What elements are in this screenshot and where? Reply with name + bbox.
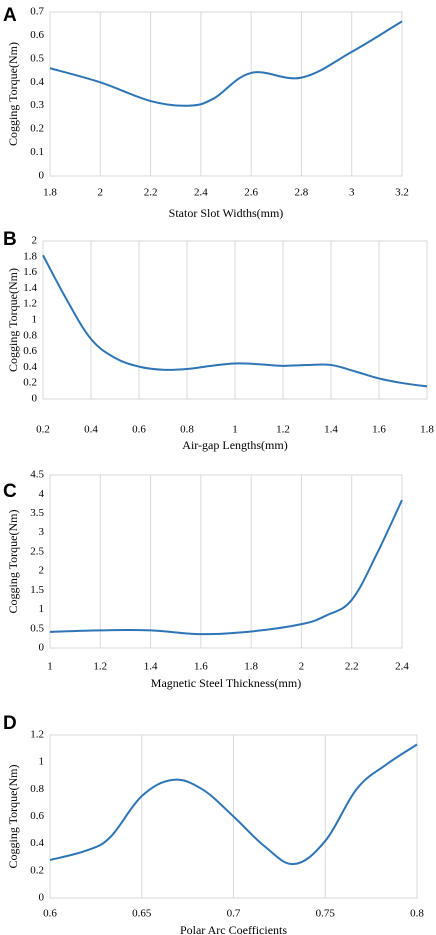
x-tick-label: 1.8 — [420, 424, 434, 436]
y-tick-label: 0.4 — [23, 361, 37, 373]
x-tick-label: 1.8 — [244, 661, 258, 673]
y-tick-label: 1.4 — [23, 282, 37, 294]
y-tick-label: 4 — [39, 488, 45, 500]
y-tick-label: 0.2 — [30, 864, 44, 876]
y-tick-label: 0.6 — [23, 345, 37, 357]
series-line — [49, 20, 403, 107]
panel-letter: B — [3, 229, 17, 250]
x-tick-label: 2 — [98, 187, 104, 199]
y-tick-label: 0.5 — [30, 622, 44, 634]
panel-letter: C — [3, 481, 17, 502]
x-tick-label: 1 — [47, 661, 53, 673]
x-tick-label: 0.4 — [84, 424, 98, 436]
y-tick-label: 1.2 — [23, 298, 37, 310]
x-tick-label: 0.8 — [180, 424, 194, 436]
x-tick-label: 0.6 — [43, 908, 57, 920]
y-tick-label: 2 — [32, 235, 38, 247]
y-tick-label: 2 — [39, 565, 45, 577]
chart-panel-b: B 0 0.2 0.4 0.6 0.8 1 1.2 1.4 1.6 1.8 2 0.2 0.4 0.6 0.8… — [3, 229, 434, 452]
x-tick-label: 2.2 — [144, 187, 158, 199]
x-tick-label: 1.2 — [276, 424, 290, 436]
y-tick-label: 3.5 — [30, 507, 44, 519]
x-tick-label: 2.8 — [295, 187, 309, 199]
x-axis-title: Air-gap Lengths(mm) — [182, 438, 287, 452]
chart-panel-d: D 0 0.2 0.4 0.6 0.8 1 1.2 0.6 0.65 0.7 0.75 0.8 Polar… — [3, 713, 424, 935]
x-axis-title: Polar Arc Coefficients — [180, 923, 287, 935]
y-tick-label: 0 — [39, 892, 45, 904]
x-tick-label: 0.65 — [132, 908, 152, 920]
y-tick-label: 0.5 — [30, 52, 44, 64]
y-axis-title: Cogging Torque(Nm) — [6, 510, 20, 614]
x-tick-label: 2.4 — [194, 187, 208, 199]
y-tick-label: 1 — [32, 314, 38, 326]
x-tick-label: 2.2 — [345, 661, 359, 673]
series-line — [49, 743, 418, 866]
panel-letter: D — [3, 713, 17, 734]
series-line — [42, 254, 428, 388]
x-tick-label: 0.2 — [36, 424, 50, 436]
y-axis-title: Cogging Torque(Nm) — [6, 42, 20, 146]
x-tick-label: 3 — [349, 187, 355, 199]
chart-panel-a: A 0 0.1 0.2 0.3 0.4 0.5 0.6 0.7 1.8 2 2.2 2.4 2.6 2.8 3… — [3, 5, 409, 220]
y-tick-label: 0.3 — [30, 99, 44, 111]
y-tick-label: 0.6 — [30, 810, 44, 822]
y-tick-label: 0.8 — [23, 329, 37, 341]
panel-letter: A — [3, 5, 17, 26]
y-tick-label: 4.5 — [30, 469, 44, 481]
x-axis-title: Magnetic Steel Thickness(mm) — [151, 676, 301, 690]
chart-panel-c: C 0 0.5 1 1.5 2 2.5 3 3.5 4 4.5 1 1.2 1.4 1.6 1.8 2 2.2 2.… — [3, 469, 409, 690]
plot-frame — [42, 240, 428, 400]
y-tick-label: 0.6 — [30, 29, 44, 41]
y-axis-title: Cogging Torque(Nm) — [6, 765, 20, 869]
y-tick-label: 2.5 — [30, 545, 44, 557]
y-tick-label: 0.4 — [30, 837, 44, 849]
x-tick-label: 2.6 — [244, 187, 258, 199]
x-tick-label: 0.6 — [132, 424, 146, 436]
y-tick-label: 0 — [32, 393, 38, 405]
x-tick-label: 1.2 — [93, 661, 107, 673]
x-tick-label: 0.8 — [410, 908, 424, 920]
plot-frame — [49, 474, 403, 649]
x-tick-label: 1.6 — [194, 661, 208, 673]
y-tick-label: 1.6 — [23, 266, 37, 278]
plot-frame — [49, 11, 403, 177]
y-tick-label: 1 — [39, 603, 45, 615]
y-tick-label: 1.2 — [30, 729, 44, 741]
y-tick-label: 1.5 — [30, 584, 44, 596]
x-tick-label: 0.7 — [227, 908, 241, 920]
y-tick-label: 0.2 — [30, 123, 44, 135]
x-tick-label: 3.2 — [395, 187, 409, 199]
x-axis-title: Stator Slot Widths(mm) — [169, 206, 284, 220]
x-tick-label: 2.4 — [395, 661, 409, 673]
plot-frame — [49, 734, 418, 899]
y-tick-label: 0.8 — [30, 783, 44, 795]
y-tick-label: 0.4 — [30, 76, 44, 88]
y-tick-label: 0 — [39, 170, 45, 182]
y-tick-label: 1.8 — [23, 250, 37, 262]
series-line — [49, 499, 403, 636]
y-tick-label: 0 — [39, 642, 45, 654]
x-tick-label: 1.4 — [144, 661, 158, 673]
y-axis-title: Cogging Torque(Nm) — [6, 268, 20, 372]
x-tick-label: 1 — [232, 424, 238, 436]
y-tick-label: 3 — [39, 526, 45, 538]
x-tick-label: 0.75 — [316, 908, 336, 920]
x-tick-label: 1.6 — [372, 424, 386, 436]
x-tick-label: 2 — [299, 661, 305, 673]
y-tick-label: 0.7 — [30, 6, 44, 18]
y-tick-label: 1 — [39, 756, 45, 768]
x-tick-label: 1.4 — [324, 424, 338, 436]
y-tick-label: 0.1 — [30, 146, 44, 158]
x-tick-label: 1.8 — [43, 187, 57, 199]
y-tick-label: 0.2 — [23, 377, 37, 389]
